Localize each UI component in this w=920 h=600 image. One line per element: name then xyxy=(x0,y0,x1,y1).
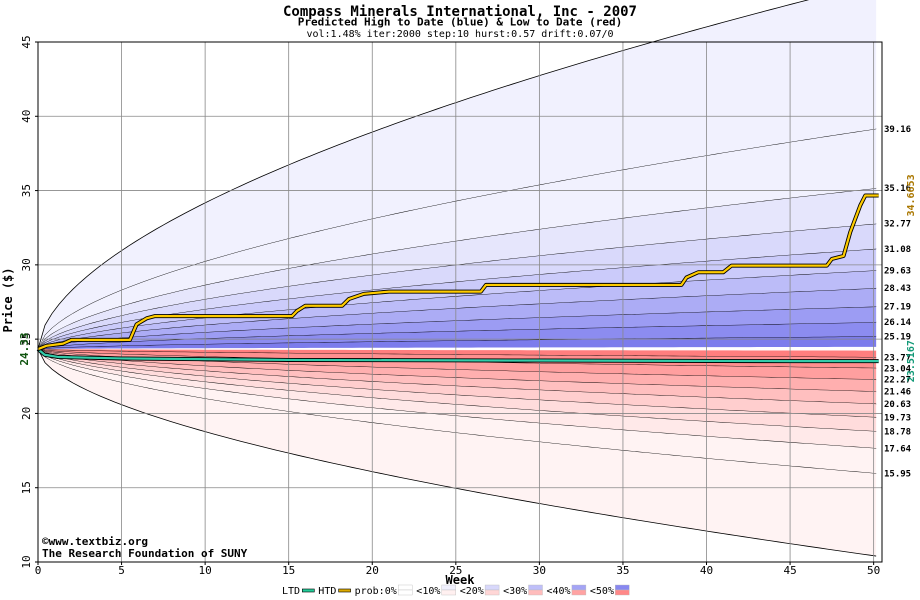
low-band-3 xyxy=(38,349,877,380)
legend-label-ltd: LTD xyxy=(282,586,300,597)
band-label: 26.14 xyxy=(884,318,912,328)
high-band-8 xyxy=(38,188,877,350)
band-label: 32.77 xyxy=(884,220,911,230)
band-label: 22.27 xyxy=(884,376,911,386)
legend-swatch-blue xyxy=(441,584,456,591)
chart-params: vol:1.48% iter:2000 step:10 hurst:0.57 d… xyxy=(306,29,613,40)
ltd-end-label: 23.5167 xyxy=(906,340,917,382)
legend-swatch-label: <30% xyxy=(503,586,527,597)
band-labels: 25.19 26.14 27.19 28.43 29.63 31.08 32.77 35.16… xyxy=(884,125,917,480)
low-band-10 xyxy=(38,349,877,557)
legend-line-ltd xyxy=(301,588,315,593)
band-label: 18.78 xyxy=(884,428,911,438)
low-band-8 xyxy=(38,349,877,449)
htd-end-label: 34.6653 xyxy=(906,174,917,216)
x-tick-label-50: 50 xyxy=(867,564,880,577)
legend-swatch-label: <20% xyxy=(460,586,484,597)
y-tick-label-35: 35 xyxy=(20,184,33,197)
legend-label-htd: HTD xyxy=(318,586,336,597)
start-price-label: 24.33 xyxy=(18,333,31,366)
ltd-path xyxy=(37,348,879,363)
band-label: 21.46 xyxy=(884,388,911,398)
probability-bands xyxy=(37,0,877,557)
legend-swatch-red xyxy=(615,589,630,596)
axes: 0 5 10 15 20 25 30 35 40 45 50 10 15 20 25 30 35 40 45 24.3… xyxy=(18,35,880,577)
watermark-url: ©www.textbiz.org xyxy=(42,535,148,548)
x-axis-label: Week xyxy=(446,573,476,587)
low-band-6 xyxy=(38,349,877,418)
y-tick-label-40: 40 xyxy=(20,110,33,123)
band-label: 29.63 xyxy=(884,266,911,276)
x-tick-label-25: 25 xyxy=(449,564,462,577)
legend-swatch-label: <50% xyxy=(590,586,614,597)
y-tick-label-30: 30 xyxy=(20,258,33,271)
x-tick-label-20: 20 xyxy=(366,564,379,577)
high-band-3 xyxy=(38,306,877,350)
high-band-9 xyxy=(38,128,877,350)
x-tick-label-5: 5 xyxy=(118,564,125,577)
low-band-7 xyxy=(38,349,877,432)
legend-swatch-blue xyxy=(571,584,587,591)
legend-swatch-blue xyxy=(615,584,630,591)
band-label: 15.95 xyxy=(884,470,911,480)
band-label: 35.16 xyxy=(884,184,911,194)
band-label: 20.63 xyxy=(884,400,911,410)
legend-swatch-label: <10% xyxy=(416,586,440,597)
band-label: 28.43 xyxy=(884,284,911,294)
band-label: 25.19 xyxy=(884,332,911,342)
legend-swatch-label: prob:0% xyxy=(355,586,397,597)
low-band-9 xyxy=(38,349,877,474)
y-tick-label-45: 45 xyxy=(20,35,33,48)
low-band-line-10 xyxy=(37,348,877,557)
band-label: 19.73 xyxy=(884,413,911,423)
chart-subtitle: Predicted High to Date (blue) & Low to D… xyxy=(298,16,623,29)
high-band-2 xyxy=(38,322,877,350)
x-tick-label-40: 40 xyxy=(700,564,713,577)
legend-swatch-red xyxy=(398,589,413,596)
band-label: 23.77 xyxy=(884,353,911,363)
legend-line-htd xyxy=(338,588,351,593)
low-band-1 xyxy=(38,349,877,358)
high-band-7 xyxy=(38,223,877,350)
legend-swatch-blue xyxy=(484,584,500,591)
high-band-10 xyxy=(38,0,877,350)
legend-swatch-blue xyxy=(398,584,413,591)
x-tick-label-0: 0 xyxy=(35,564,42,577)
band-label: 17.64 xyxy=(884,444,912,454)
band-label: 27.19 xyxy=(884,303,911,313)
y-tick-label-20: 20 xyxy=(20,407,33,420)
legend-swatch-red xyxy=(571,589,587,596)
band-label: 31.08 xyxy=(884,245,911,255)
legend: LTD HTD prob:0% <10% <20% <30% <40% <50% xyxy=(282,584,630,597)
band-label: 23.04 xyxy=(884,364,912,374)
low-band-4 xyxy=(38,349,877,392)
plot-border xyxy=(37,41,883,563)
x-tick-label-35: 35 xyxy=(616,564,629,577)
y-tick-label-10: 10 xyxy=(20,555,33,568)
high-band-line-10 xyxy=(37,0,810,350)
legend-swatch-red xyxy=(484,589,500,596)
y-axis-label: Price ($) xyxy=(1,267,15,332)
low-band-5 xyxy=(38,349,877,405)
price-paths xyxy=(36,193,879,364)
high-band-5 xyxy=(38,270,877,350)
legend-swatch-blue xyxy=(528,584,543,591)
watermark-org: The Research Foundation of SUNY xyxy=(42,547,248,560)
high-band-6 xyxy=(38,248,877,350)
x-tick-label-45: 45 xyxy=(783,564,796,577)
x-tick-label-30: 30 xyxy=(533,564,546,577)
x-tick-label-10: 10 xyxy=(199,564,212,577)
htd-path xyxy=(37,194,879,351)
chart-title: Compass Minerals International, Inc - 20… xyxy=(283,4,637,20)
legend-swatch-red xyxy=(528,589,543,596)
y-tick-label-25: 25 xyxy=(20,333,33,346)
y-tick-label-15: 15 xyxy=(20,481,33,494)
high-band-4 xyxy=(38,288,877,350)
band-label: 39.16 xyxy=(884,125,911,135)
legend-swatch-label: <40% xyxy=(547,586,571,597)
legend-swatch-red xyxy=(441,589,456,596)
x-tick-label-15: 15 xyxy=(282,564,295,577)
